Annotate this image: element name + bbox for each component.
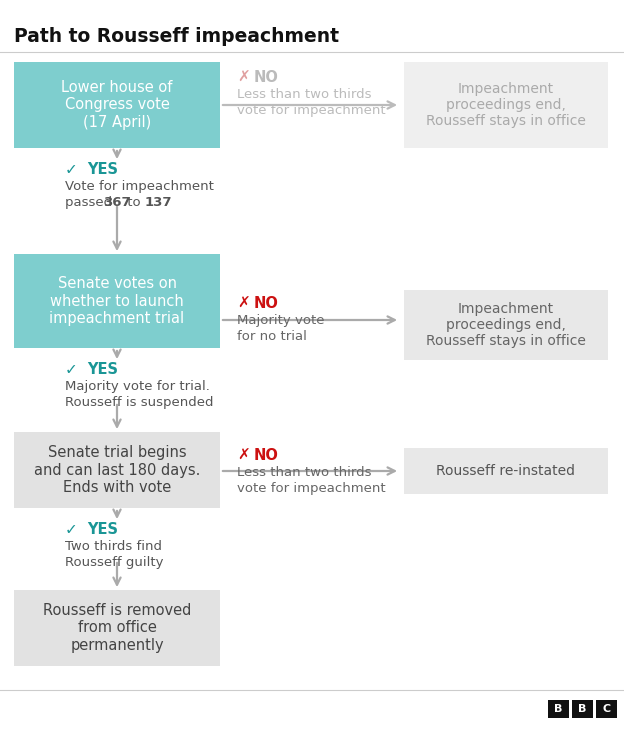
Text: ✗: ✗ (237, 70, 250, 85)
Text: vote for impeachment: vote for impeachment (237, 482, 386, 495)
Text: Rousseff guilty: Rousseff guilty (65, 556, 163, 569)
Text: Majority vote for trial.: Majority vote for trial. (65, 380, 210, 393)
Text: for no trial: for no trial (237, 330, 307, 343)
Text: B: B (578, 704, 587, 714)
Text: C: C (602, 704, 610, 714)
Text: 137: 137 (145, 196, 172, 209)
Text: Senate trial begins
and can last 180 days.
Ends with vote: Senate trial begins and can last 180 day… (34, 445, 200, 495)
Text: NO: NO (254, 296, 279, 311)
Text: Impeachment
proceedings end,
Rousseff stays in office: Impeachment proceedings end, Rousseff st… (426, 301, 586, 348)
Text: passed: passed (65, 196, 116, 209)
Text: Impeachment
proceedings end,
Rousseff stays in office: Impeachment proceedings end, Rousseff st… (426, 82, 586, 128)
Bar (14, 254, 220, 348)
Text: YES: YES (87, 162, 118, 177)
Bar (14, 432, 220, 508)
Text: Two thirds find: Two thirds find (65, 540, 162, 553)
Text: Path to Rousseff impeachment: Path to Rousseff impeachment (14, 26, 339, 45)
Text: ✓: ✓ (65, 162, 78, 177)
Bar (548, 700, 569, 718)
Text: YES: YES (87, 362, 118, 377)
Text: NO: NO (254, 448, 279, 463)
Text: to: to (123, 196, 145, 209)
Text: ✗: ✗ (237, 448, 250, 463)
Text: ✓: ✓ (65, 522, 78, 537)
Text: Less than two thirds: Less than two thirds (237, 88, 371, 101)
Text: 367: 367 (104, 196, 131, 209)
Text: Rousseff is removed
from office
permanently: Rousseff is removed from office permanen… (43, 603, 191, 653)
Text: B: B (554, 704, 563, 714)
Text: vote for impeachment: vote for impeachment (237, 104, 386, 117)
Text: Vote for impeachment: Vote for impeachment (65, 180, 214, 193)
Bar (404, 290, 608, 360)
Text: ✗: ✗ (237, 296, 250, 311)
Bar (572, 700, 593, 718)
Bar (14, 62, 220, 148)
Text: ✓: ✓ (65, 362, 78, 377)
Bar (404, 62, 608, 148)
Text: Rousseff re-instated: Rousseff re-instated (437, 464, 575, 478)
Text: Less than two thirds: Less than two thirds (237, 466, 371, 479)
Text: Rousseff is suspended: Rousseff is suspended (65, 396, 213, 409)
Text: YES: YES (87, 522, 118, 537)
Text: Majority vote: Majority vote (237, 314, 324, 327)
Bar (596, 700, 617, 718)
Text: NO: NO (254, 70, 279, 85)
Bar (404, 448, 608, 494)
Bar (14, 590, 220, 666)
Text: Lower house of
Congress vote
(17 April): Lower house of Congress vote (17 April) (61, 80, 173, 130)
Text: Senate votes on
whether to launch
impeachment trial: Senate votes on whether to launch impeac… (49, 276, 185, 326)
